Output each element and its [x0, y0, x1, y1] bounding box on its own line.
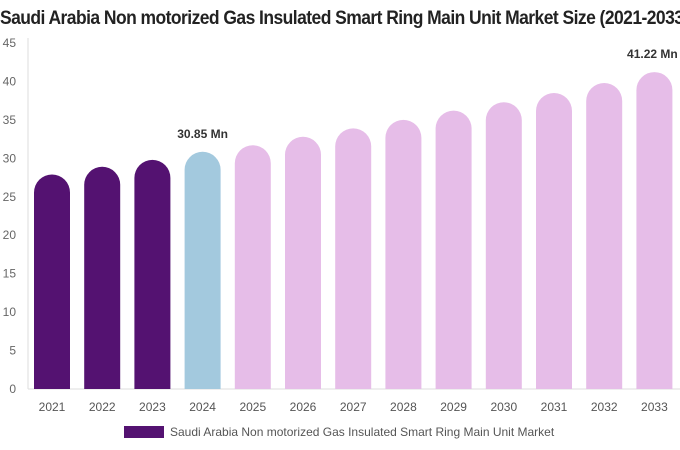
y-tick-label: 15	[3, 267, 17, 281]
x-tick-label: 2028	[390, 400, 417, 414]
y-tick-label: 30	[3, 151, 17, 165]
x-tick-label: 2029	[440, 400, 467, 414]
x-tick-label: 2033	[641, 400, 668, 414]
x-tick-label: 2023	[139, 400, 166, 414]
data-label: 30.85 Mn	[177, 127, 228, 141]
bar-2028	[385, 119, 422, 389]
legend-label: Saudi Arabia Non motorized Gas Insulated…	[170, 425, 555, 439]
y-tick-label: 45	[3, 36, 17, 50]
x-tick-label: 2031	[541, 400, 568, 414]
bar-2024	[184, 151, 221, 389]
bar-2027	[335, 128, 372, 389]
x-tick-label: 2022	[89, 400, 116, 414]
x-tick-label: 2030	[490, 400, 517, 414]
bar-2022	[84, 166, 121, 389]
x-tick-label: 2025	[239, 400, 266, 414]
data-label: 41.22 Mn	[627, 47, 678, 61]
bar-2025	[234, 145, 271, 389]
y-tick-label: 40	[3, 74, 17, 88]
x-tick-label: 2024	[189, 400, 216, 414]
legend-swatch	[124, 426, 164, 438]
bar-2031	[536, 92, 572, 389]
y-tick-label: 35	[3, 113, 17, 127]
bar-2032	[586, 82, 623, 389]
y-tick-label: 5	[9, 344, 16, 358]
x-tick-label: 2027	[340, 400, 367, 414]
bar-2030	[485, 102, 522, 390]
chart-title: Saudi Arabia Non motorized Gas Insulated…	[0, 8, 680, 29]
x-tick-label: 2032	[591, 400, 618, 414]
y-tick-label: 25	[3, 190, 17, 204]
y-tick-label: 0	[9, 382, 16, 396]
bar-2023	[134, 159, 171, 389]
bar-2026	[285, 136, 321, 389]
y-tick-label: 10	[3, 305, 17, 319]
x-tick-label: 2021	[39, 400, 66, 414]
bar-2029	[435, 110, 472, 389]
y-tick-label: 20	[3, 228, 17, 242]
legend: Saudi Arabia Non motorized Gas Insulated…	[124, 425, 554, 439]
x-tick-label: 2026	[290, 400, 317, 414]
bar-2033	[636, 72, 673, 390]
bar-2021	[34, 174, 70, 389]
